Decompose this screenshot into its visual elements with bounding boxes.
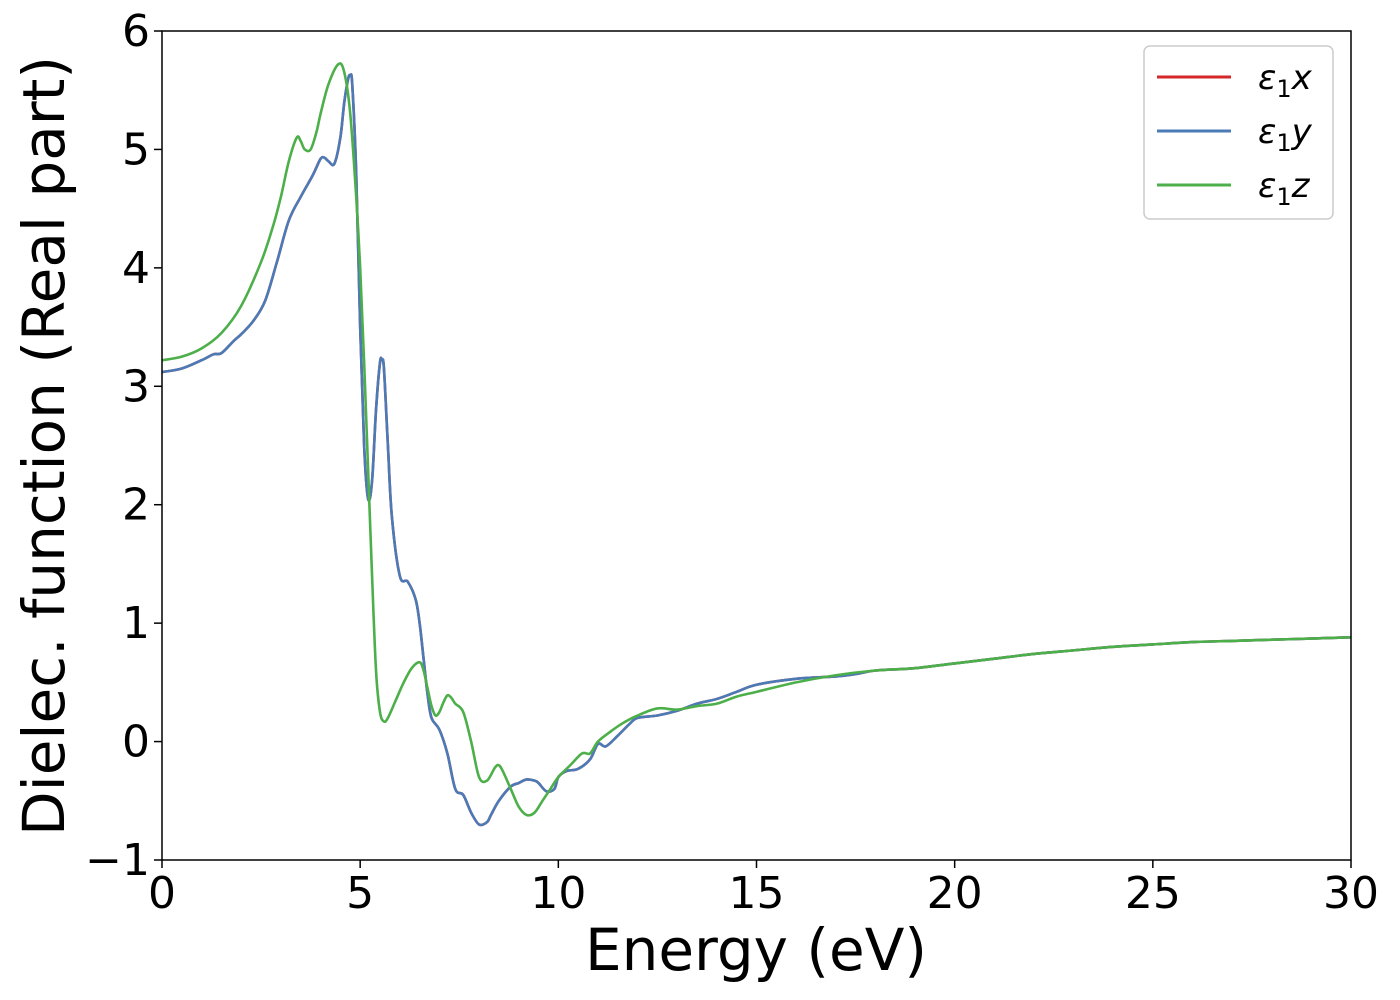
y-tick-label: −1 bbox=[85, 835, 150, 886]
x-tick-label: 30 bbox=[1323, 868, 1379, 919]
x-tick-label: 25 bbox=[1125, 868, 1181, 919]
y-tick-label: 1 bbox=[122, 598, 150, 649]
y-tick-label: 5 bbox=[122, 124, 150, 175]
series-layer bbox=[162, 62, 1351, 827]
y-axis: −1 0 1 2 3 4 5 6 bbox=[85, 6, 162, 886]
legend-label-z: ε1z bbox=[1258, 166, 1311, 211]
x-tick-label: 10 bbox=[530, 868, 586, 919]
y-tick-label: 2 bbox=[122, 480, 150, 531]
x-tick-label: 0 bbox=[148, 868, 176, 919]
y-tick-label: 4 bbox=[122, 243, 150, 294]
y-tick-label: 0 bbox=[122, 717, 150, 768]
x-tick-label: 15 bbox=[729, 868, 785, 919]
y-axis-title: Dielec. function (Real part) bbox=[10, 56, 78, 836]
legend-label-x: ε1x bbox=[1258, 58, 1313, 103]
y-tick-label: 3 bbox=[122, 361, 150, 412]
legend: ε1x ε1y ε1z bbox=[1143, 45, 1334, 220]
legend-label-y: ε1y bbox=[1258, 112, 1313, 157]
series-line-z bbox=[162, 62, 1351, 817]
legend-items: ε1x ε1y ε1z bbox=[1157, 58, 1313, 211]
x-axis: 0 5 10 15 20 25 30 bbox=[148, 860, 1379, 919]
legend-box bbox=[1143, 45, 1334, 220]
y-tick-label: 6 bbox=[122, 6, 150, 57]
x-axis-title: Energy (eV) bbox=[585, 916, 927, 984]
x-tick-label: 5 bbox=[346, 868, 374, 919]
x-tick-label: 20 bbox=[927, 868, 983, 919]
